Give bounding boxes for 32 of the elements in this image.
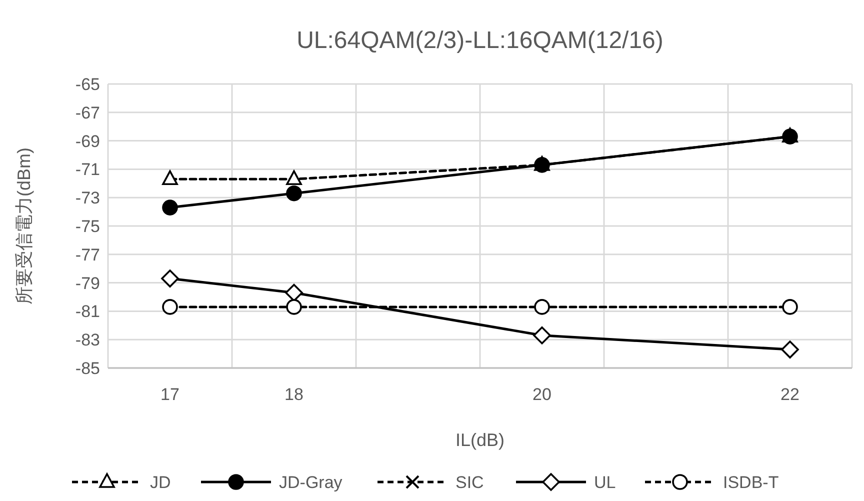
legend-label: ISDB-T: [723, 473, 779, 492]
y-tick-label: -85: [75, 359, 100, 378]
y-tick-label: -79: [75, 274, 100, 293]
point: [286, 299, 302, 315]
point: [782, 299, 798, 315]
legend-label: JD-Gray: [279, 473, 343, 492]
y-tick-label: -71: [75, 160, 100, 180]
y-tick-label: -77: [75, 245, 100, 264]
y-tick-label: -75: [75, 217, 100, 236]
point: [533, 326, 551, 344]
x-tick-label: 18: [284, 385, 304, 404]
point: [286, 185, 302, 202]
point: [534, 299, 550, 315]
y-axis-title: 所要受信電力(dBm): [14, 148, 34, 304]
y-tick-label: -65: [75, 75, 100, 94]
y-tick-label: -73: [75, 188, 100, 208]
y-tick-label: -69: [75, 132, 100, 151]
x-tick-label: 20: [532, 385, 552, 404]
legend-label: UL: [594, 473, 616, 492]
point: [781, 340, 799, 358]
legend-label: JD: [150, 473, 171, 492]
x-axis-title: IL(dB): [455, 430, 505, 450]
y-tick-label: -81: [75, 302, 100, 322]
chart-title: UL:64QAM(2/3)-LL:16QAM(12/16): [296, 27, 664, 54]
point: [161, 270, 179, 288]
x-tick-label: 22: [780, 385, 800, 404]
x-tick-label: 17: [160, 385, 180, 404]
y-tick-label: -83: [75, 330, 100, 350]
point: [162, 299, 178, 315]
point: [162, 200, 178, 216]
legend-label: SIC: [456, 473, 484, 492]
y-tick-label: -67: [75, 103, 100, 122]
